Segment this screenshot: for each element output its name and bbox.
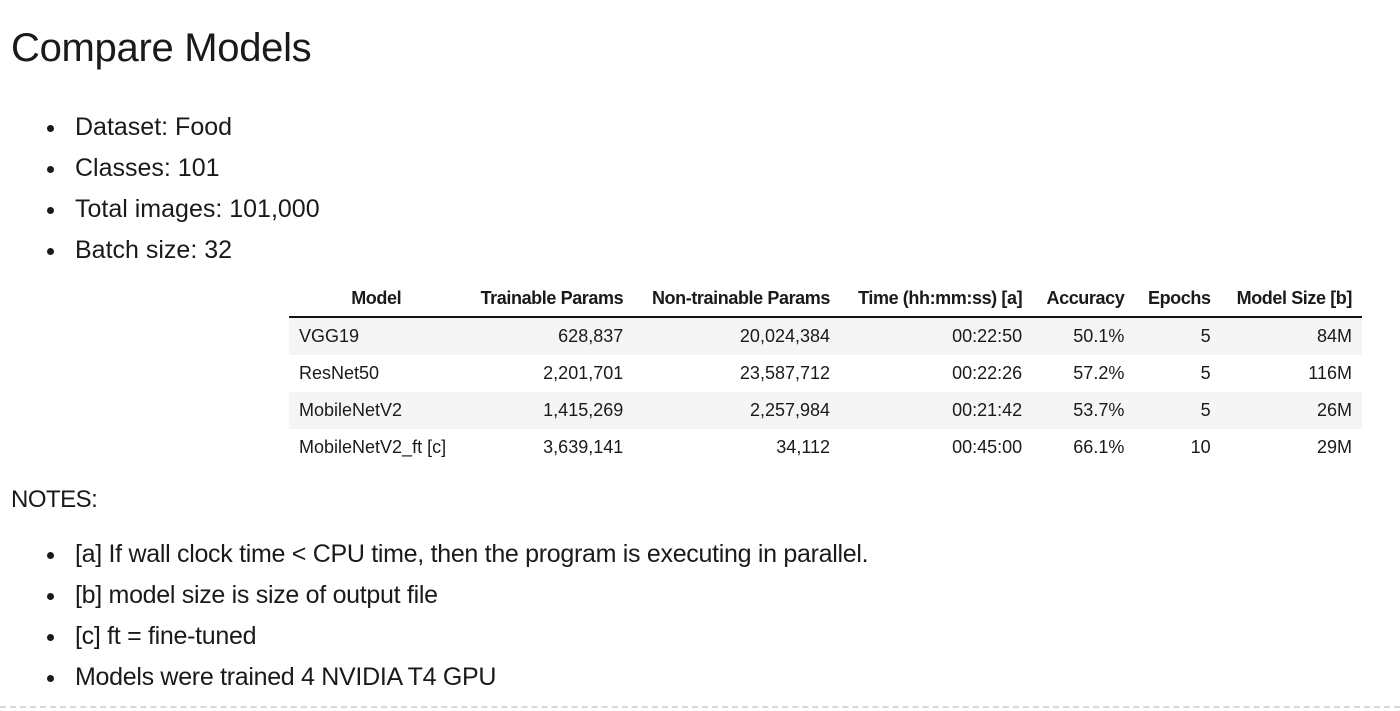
dataset-info-list: Dataset: Food Classes: 101 Total images:… [0,110,320,274]
cell-accuracy: 57.2% [1073,363,1125,383]
page-title: Compare Models [11,26,312,70]
info-item-batch-size: Batch size: 32 [0,233,320,274]
table-body: VGG19 628,837 20,024,384 00:22:50 50.1% … [289,317,1362,466]
cell-model-size: 84M [1316,326,1352,346]
cell-non-trainable-params: 34,112 [776,437,831,457]
cell-trainable-params: 2,201,701 [543,363,624,383]
table-row: MobileNetV2_ft [c] 3,639,141 34,112 00:4… [289,429,1362,466]
table-header: Model Trainable Params Non-trainable Par… [289,280,1362,318]
info-item-classes: Classes: 101 [0,151,320,192]
cell-epochs: 5 [1200,400,1211,420]
note-item-gpu: Models were trained 4 NVIDIA T4 GPU [0,660,868,701]
cell-accuracy: 53.7% [1073,400,1125,420]
column-header-non-trainable-params: Non-trainable Params [633,280,841,318]
table-row: MobileNetV2 1,415,269 2,257,984 00:21:42… [289,392,1362,429]
cell-non-trainable-params: 2,257,984 [749,400,831,420]
info-item-total-images: Total images: 101,000 [0,192,320,233]
column-header-time: Time (hh:mm:ss) [a] [840,280,1033,318]
cell-accuracy: 50.1% [1073,326,1125,346]
cell-model: ResNet50 [299,363,380,383]
cell-epochs: 5 [1200,363,1211,383]
cell-trainable-params: 3,639,141 [543,437,624,457]
column-header-trainable-params: Trainable Params [463,280,634,318]
header-row: Model Trainable Params Non-trainable Par… [289,280,1362,318]
cell-time: 00:21:42 [952,400,1023,420]
column-header-accuracy: Accuracy [1032,280,1135,318]
cell-model: MobileNetV2_ft [c] [299,437,447,457]
cell-boundary-divider [0,706,1400,708]
cell-model: MobileNetV2 [299,400,403,420]
cell-epochs: 5 [1200,326,1211,346]
column-header-model: Model [289,280,464,318]
cell-epochs: 10 [1190,437,1211,457]
info-item-dataset: Dataset: Food [0,110,320,151]
column-header-model-size: Model Size [b] [1220,280,1362,318]
cell-trainable-params: 628,837 [558,326,624,346]
note-item-b: [b] model size is size of output file [0,578,868,619]
note-item-c: [c] ft = fine-tuned [0,619,868,660]
cell-model-size: 26M [1316,400,1352,420]
cell-trainable-params: 1,415,269 [543,400,624,420]
note-item-a: [a] If wall clock time < CPU time, then … [0,537,869,578]
model-comparison-table: Model Trainable Params Non-trainable Par… [289,280,1362,466]
table-row: VGG19 628,837 20,024,384 00:22:50 50.1% … [289,317,1362,355]
cell-model-size: 116M [1308,363,1352,383]
column-header-epochs: Epochs [1134,280,1221,318]
table-row: ResNet50 2,201,701 23,587,712 00:22:26 5… [289,355,1362,392]
cell-accuracy: 66.1% [1073,437,1125,457]
cell-time: 00:22:26 [952,363,1023,383]
cell-model-size: 29M [1316,437,1352,457]
notes-list: [a] If wall clock time < CPU time, then … [0,537,869,701]
notes-heading: NOTES: [11,486,98,513]
cell-non-trainable-params: 20,024,384 [739,326,831,346]
cell-model: VGG19 [299,326,360,346]
cell-time: 00:22:50 [952,326,1023,346]
cell-time: 00:45:00 [952,437,1023,457]
cell-non-trainable-params: 23,587,712 [739,363,831,383]
